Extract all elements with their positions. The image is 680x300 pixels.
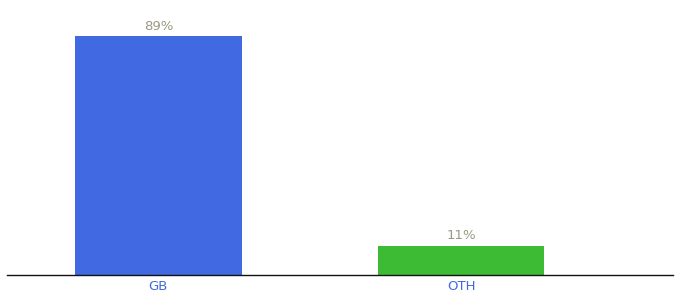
Text: 89%: 89% xyxy=(143,20,173,33)
Bar xyxy=(378,246,545,275)
Bar xyxy=(75,37,241,275)
Text: 11%: 11% xyxy=(446,230,476,242)
